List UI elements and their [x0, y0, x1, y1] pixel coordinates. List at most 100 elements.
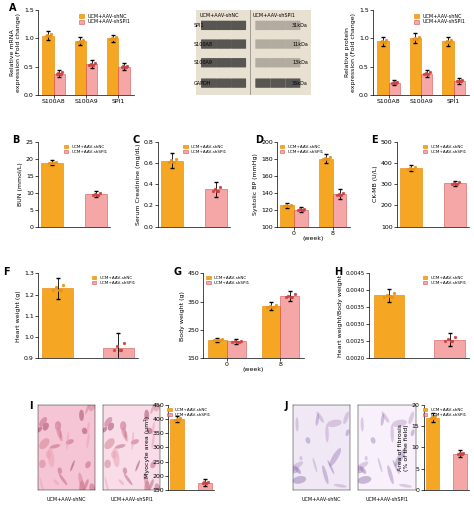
Ellipse shape — [104, 417, 112, 427]
Point — [391, 79, 399, 87]
Point — [281, 202, 288, 210]
Point — [53, 158, 60, 166]
Ellipse shape — [50, 444, 60, 448]
Ellipse shape — [346, 429, 349, 436]
Point — [383, 36, 390, 44]
FancyBboxPatch shape — [216, 39, 231, 49]
Ellipse shape — [104, 460, 111, 468]
Point — [445, 38, 452, 46]
Text: A: A — [9, 4, 17, 13]
Bar — [319, 159, 333, 312]
Point — [108, 34, 116, 42]
Point — [55, 69, 62, 77]
Ellipse shape — [154, 400, 161, 411]
Point — [443, 37, 451, 45]
Text: S100A9: S100A9 — [193, 60, 212, 65]
X-axis label: (week): (week) — [243, 368, 264, 372]
Point — [283, 201, 290, 209]
Point — [296, 206, 303, 214]
Ellipse shape — [102, 427, 107, 432]
Point — [450, 179, 457, 187]
Point — [219, 335, 226, 343]
Point — [426, 69, 434, 77]
Ellipse shape — [150, 461, 156, 468]
Legend: UCM+AAV-shNC, UCM+AAV-shSPI1: UCM+AAV-shNC, UCM+AAV-shSPI1 — [166, 407, 212, 418]
Ellipse shape — [371, 437, 375, 444]
Point — [446, 38, 453, 46]
Point — [442, 38, 449, 46]
Point — [452, 179, 460, 187]
Bar — [205, 189, 227, 227]
Ellipse shape — [294, 466, 301, 474]
Point — [55, 286, 63, 294]
Point — [120, 339, 128, 347]
FancyBboxPatch shape — [285, 21, 301, 30]
Y-axis label: Body weight (g): Body weight (g) — [180, 291, 185, 341]
Point — [121, 63, 128, 71]
Ellipse shape — [391, 424, 394, 442]
Ellipse shape — [399, 484, 412, 488]
Point — [456, 449, 463, 458]
Point — [323, 156, 330, 164]
Ellipse shape — [316, 414, 319, 426]
Y-axis label: Area of fibrosis
(% of the field): Area of fibrosis (% of the field) — [398, 424, 409, 471]
Point — [91, 59, 99, 67]
Ellipse shape — [150, 403, 155, 414]
Point — [173, 415, 180, 423]
Ellipse shape — [43, 423, 49, 431]
Text: 11kDa: 11kDa — [292, 41, 308, 46]
Y-axis label: Myocyte area (μm²): Myocyte area (μm²) — [144, 416, 150, 478]
Point — [458, 450, 465, 459]
Point — [287, 293, 295, 301]
Text: UCM+AAV-shSPI1: UCM+AAV-shSPI1 — [253, 13, 296, 18]
Ellipse shape — [378, 458, 383, 473]
Ellipse shape — [394, 448, 406, 467]
Legend: UCM+AAV-shNC, UCM+AAV-shSPI1: UCM+AAV-shNC, UCM+AAV-shSPI1 — [422, 407, 467, 418]
Ellipse shape — [79, 410, 84, 421]
Point — [444, 335, 452, 343]
Point — [294, 206, 302, 214]
Point — [425, 70, 432, 78]
Ellipse shape — [79, 481, 85, 495]
Ellipse shape — [343, 412, 349, 424]
Ellipse shape — [118, 479, 124, 485]
Point — [321, 155, 329, 163]
Point — [94, 191, 102, 199]
Point — [46, 32, 54, 40]
FancyBboxPatch shape — [231, 58, 246, 67]
Bar — [198, 483, 212, 505]
Ellipse shape — [292, 476, 306, 484]
Ellipse shape — [382, 412, 389, 423]
Point — [47, 30, 55, 38]
Point — [76, 37, 83, 45]
Point — [214, 187, 222, 195]
Point — [410, 165, 417, 173]
Point — [337, 191, 345, 199]
FancyBboxPatch shape — [231, 78, 246, 88]
Ellipse shape — [85, 461, 91, 468]
Ellipse shape — [312, 458, 317, 473]
Text: H: H — [334, 267, 342, 277]
Point — [110, 346, 118, 354]
Ellipse shape — [409, 412, 414, 424]
Ellipse shape — [334, 484, 347, 488]
Point — [291, 290, 299, 298]
Bar — [281, 296, 299, 400]
Point — [97, 189, 104, 197]
Text: UCM+AAV-shSPI1: UCM+AAV-shSPI1 — [365, 496, 409, 501]
Ellipse shape — [111, 451, 117, 459]
Ellipse shape — [152, 432, 155, 448]
Point — [420, 70, 428, 78]
Bar — [118, 67, 130, 95]
Legend: UCM+AAV-shNC, UCM+AAV-shSPI1: UCM+AAV-shNC, UCM+AAV-shSPI1 — [422, 275, 467, 286]
Point — [89, 61, 96, 69]
Ellipse shape — [70, 460, 75, 471]
Point — [285, 202, 293, 210]
Bar — [377, 41, 389, 95]
Bar — [442, 41, 454, 95]
Bar — [410, 38, 421, 95]
Text: SPI1: SPI1 — [193, 23, 204, 28]
Text: S100A8: S100A8 — [193, 41, 212, 46]
Point — [406, 164, 414, 172]
Point — [201, 478, 208, 486]
